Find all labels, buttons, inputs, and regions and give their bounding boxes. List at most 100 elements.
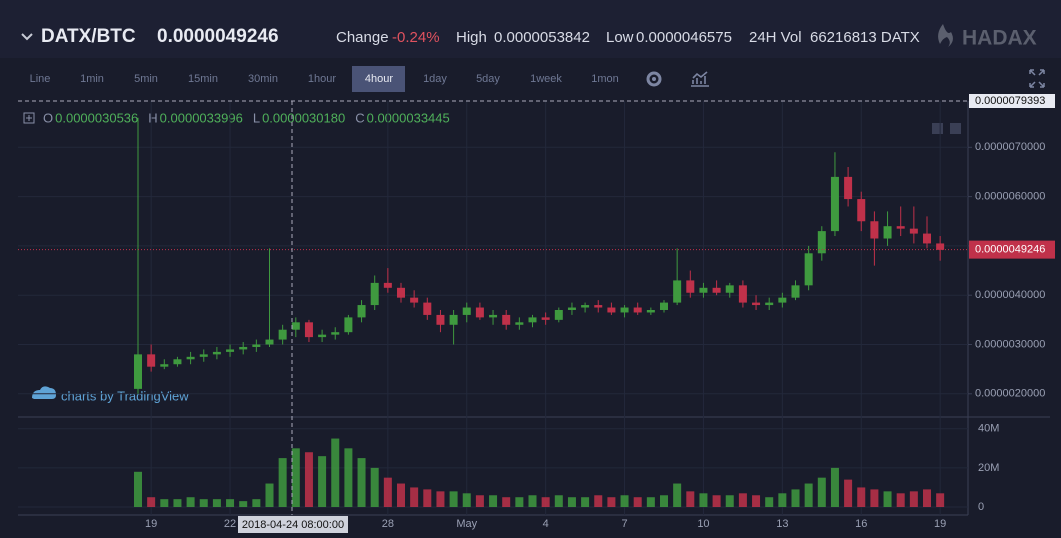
low-label: Low bbox=[606, 29, 634, 46]
volume-bar bbox=[620, 495, 629, 507]
x-tick-label: 28 bbox=[382, 518, 394, 530]
legend-value: 0.0000030180 bbox=[262, 110, 345, 125]
volume-bar bbox=[567, 497, 576, 507]
interval[interactable]: Line bbox=[30, 73, 51, 85]
indicator-icon[interactable] bbox=[691, 71, 709, 87]
volume-bar bbox=[252, 499, 261, 507]
x-tick-label: 16 bbox=[855, 518, 867, 530]
candle-body bbox=[581, 305, 590, 308]
crosshair-time-box bbox=[238, 516, 348, 533]
volume-bar bbox=[318, 456, 327, 507]
interval[interactable]: 1day bbox=[423, 73, 447, 85]
panel-button[interactable] bbox=[932, 123, 943, 134]
volume-tick-label: 0 bbox=[978, 501, 984, 513]
candle-body bbox=[291, 322, 300, 330]
candle-body bbox=[344, 317, 353, 333]
candle-body bbox=[410, 297, 419, 303]
candle-body bbox=[489, 314, 498, 318]
pair[interactable]: DATX/BTC bbox=[41, 26, 136, 47]
volume-bar bbox=[725, 495, 734, 507]
toolbar: Line 1min 5min 15min 30min 1hour 4hour 1day 5day… bbox=[30, 66, 619, 92]
y-tick-label: 0.0000070000 bbox=[975, 141, 1045, 153]
candle-body bbox=[804, 253, 813, 286]
volume-bar bbox=[344, 448, 353, 507]
volume-bar bbox=[607, 497, 616, 507]
volume-bar bbox=[383, 477, 392, 507]
x-tick-label: 19 bbox=[934, 518, 946, 530]
interval[interactable]: 1hour bbox=[308, 73, 336, 85]
x-tick-label: 10 bbox=[697, 518, 709, 530]
volume-bar bbox=[212, 499, 221, 507]
candle-body bbox=[331, 332, 340, 335]
interval[interactable]: 1mon bbox=[591, 73, 619, 85]
candle-body bbox=[620, 307, 629, 313]
candle-body bbox=[462, 307, 471, 315]
volume-bar bbox=[778, 493, 787, 507]
volume-bar bbox=[633, 497, 642, 507]
x-tick-label: 13 bbox=[776, 518, 788, 530]
dropdown-icon[interactable] bbox=[21, 33, 33, 41]
interval[interactable]: 4hour bbox=[365, 73, 393, 85]
volume-bar bbox=[738, 493, 747, 507]
ohlc-legend: O 0.0000030536 H 0.0000033996 L 0.0000030180 C… bbox=[43, 110, 450, 125]
candle-body bbox=[646, 309, 655, 313]
candle-body bbox=[765, 302, 774, 306]
change: -0.24% bbox=[392, 29, 440, 46]
candle-body bbox=[909, 228, 918, 234]
volume-bar bbox=[278, 458, 287, 507]
volume-bar bbox=[752, 495, 761, 507]
legend-key: O bbox=[43, 110, 53, 125]
legend-toggle[interactable] bbox=[23, 112, 35, 124]
fullscreen-icon[interactable] bbox=[1029, 69, 1045, 88]
volume-bar bbox=[581, 497, 590, 507]
candle-body bbox=[594, 305, 603, 308]
candle-body bbox=[475, 307, 484, 318]
high-label: High bbox=[456, 29, 487, 46]
volume-bar bbox=[357, 458, 366, 507]
interval[interactable]: 15min bbox=[188, 73, 218, 85]
volume-tick-label: 20M bbox=[978, 462, 999, 474]
price: 0.0000049246 bbox=[157, 26, 279, 47]
interval[interactable]: 30min bbox=[248, 73, 278, 85]
legend-value: 0.0000033445 bbox=[367, 110, 450, 125]
volume-bar bbox=[397, 483, 405, 507]
last-price-label: 0.0000049246 bbox=[975, 244, 1045, 256]
candle-body bbox=[318, 334, 327, 338]
interval[interactable]: 5min bbox=[134, 73, 158, 85]
interval[interactable]: 5day bbox=[476, 73, 500, 85]
candle-body bbox=[725, 285, 734, 293]
interval[interactable]: 1min bbox=[80, 73, 104, 85]
candle-body bbox=[752, 302, 761, 306]
candle-body bbox=[226, 349, 235, 352]
y-tick-label: 0.0000020000 bbox=[975, 388, 1045, 400]
candle-body bbox=[212, 351, 221, 355]
volume-bar bbox=[646, 497, 655, 507]
candle-body bbox=[857, 199, 866, 222]
candle-body bbox=[383, 282, 392, 288]
candle-body bbox=[173, 359, 182, 365]
candle-body bbox=[567, 307, 576, 310]
vol: 66216813 DATX bbox=[810, 29, 920, 46]
candle-body bbox=[870, 221, 879, 239]
candle-body bbox=[515, 322, 524, 325]
panel-button[interactable] bbox=[950, 123, 961, 134]
volume-bar bbox=[896, 493, 905, 507]
volume-bar bbox=[791, 489, 800, 507]
candle-body bbox=[304, 322, 313, 338]
high: 0.0000053842 bbox=[494, 29, 590, 46]
volume-bar bbox=[423, 489, 432, 507]
active-interval bbox=[352, 66, 405, 92]
tradingview-logo bbox=[32, 386, 56, 399]
volume-bar bbox=[370, 467, 379, 507]
volume-bar bbox=[594, 495, 603, 507]
volume-bar bbox=[239, 501, 248, 507]
candle-body bbox=[699, 287, 708, 293]
volume-bar bbox=[199, 499, 208, 507]
settings-icon[interactable] bbox=[646, 71, 662, 87]
candle-body bbox=[607, 307, 616, 313]
interval[interactable]: 1week bbox=[530, 73, 562, 85]
volume-bar bbox=[331, 438, 340, 507]
crosshair-price-box bbox=[969, 94, 1055, 108]
